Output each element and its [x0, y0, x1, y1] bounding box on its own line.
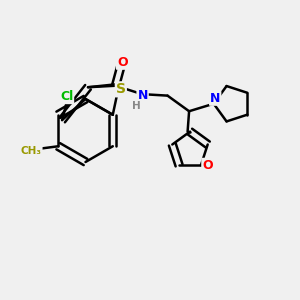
- Text: N: N: [210, 92, 220, 105]
- Text: S: S: [116, 82, 126, 96]
- Text: Cl: Cl: [60, 90, 73, 103]
- Text: N: N: [137, 89, 148, 102]
- Text: H: H: [132, 101, 141, 111]
- Text: O: O: [117, 56, 128, 69]
- Text: O: O: [202, 159, 213, 172]
- Text: CH₃: CH₃: [21, 146, 42, 156]
